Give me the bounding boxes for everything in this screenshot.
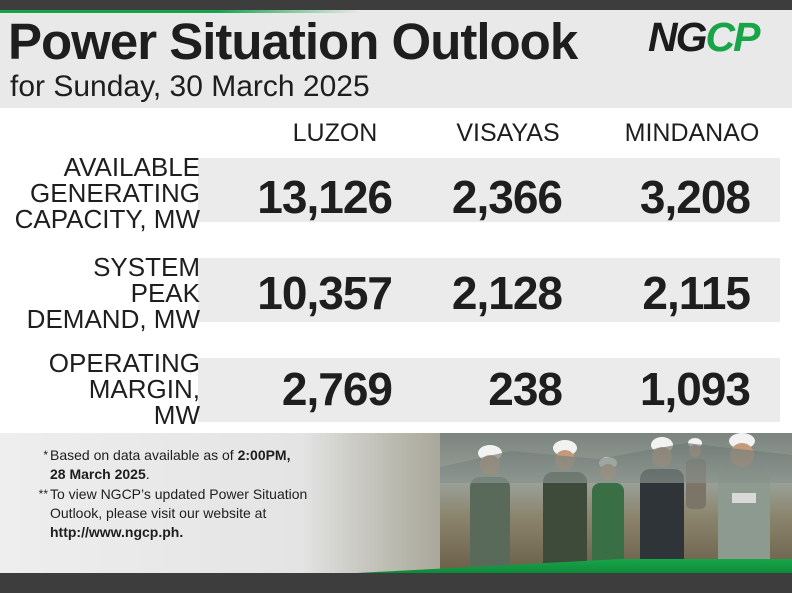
row-label-line: MARGIN, xyxy=(88,374,200,404)
value-mindanao-demand: 2,115 xyxy=(642,267,751,319)
footer-banner xyxy=(0,433,792,573)
footnote-period: . xyxy=(179,524,184,540)
value-visayas-margin: 238 xyxy=(488,363,563,415)
footnote-mark: ** xyxy=(38,487,48,501)
logo-text-ng: NG xyxy=(648,14,707,60)
column-header-mindanao: MINDANAO xyxy=(624,119,760,147)
row-band-operating-margin xyxy=(198,358,780,422)
footnotes: * Based on data available as of 2:00PM, … xyxy=(30,446,360,542)
footnote-text: To view NGCP’s updated Power Situation O… xyxy=(50,486,308,521)
row-band-peak-demand xyxy=(198,258,780,322)
bottom-bar xyxy=(0,573,792,593)
page-subtitle: for Sunday, 30 March 2025 xyxy=(10,70,370,103)
value-luzon-margin: 2,769 xyxy=(281,363,393,415)
page-title: Power Situation Outlook xyxy=(8,13,578,70)
value-visayas-demand: 2,128 xyxy=(451,267,563,319)
logo-text-cp: CP xyxy=(705,14,761,60)
row-label-line: CAPACITY, MW xyxy=(14,204,200,234)
value-mindanao-margin: 1,093 xyxy=(639,363,751,415)
column-header-visayas: VISAYAS xyxy=(456,119,560,147)
ngcp-logo: NGCP xyxy=(648,14,761,60)
row-label-line: OPERATING xyxy=(48,348,200,378)
website-link[interactable]: http://www.ngcp.ph xyxy=(50,524,180,540)
row-label-line: PEAK xyxy=(130,278,200,308)
row-label-line: GENERATING xyxy=(30,178,200,208)
value-luzon-demand: 10,357 xyxy=(257,267,393,319)
footnote-data-source: * Based on data available as of 2:00PM, … xyxy=(30,446,360,484)
row-label-available-capacity: AVAILABLE GENERATING CAPACITY, MW xyxy=(15,154,200,232)
row-band-available-capacity xyxy=(198,158,780,222)
row-label-line: MW xyxy=(153,400,200,430)
row-label-line: DEMAND, MW xyxy=(26,304,200,334)
footnote-text: Based on data available as of xyxy=(50,447,238,463)
footnote-period: . xyxy=(145,466,150,482)
row-label-line: AVAILABLE xyxy=(63,152,200,182)
top-accent-stripe xyxy=(0,10,360,13)
field-crew-photo xyxy=(440,433,792,573)
row-label-line: SYSTEM xyxy=(93,252,200,282)
footnote-website: ** To view NGCP’s updated Power Situatio… xyxy=(30,485,360,542)
value-luzon-capacity: 13,126 xyxy=(257,171,393,223)
top-bar xyxy=(0,0,792,10)
footnote-date: 28 March 2025 xyxy=(50,466,146,482)
value-visayas-capacity: 2,366 xyxy=(451,171,563,223)
footnote-time: 2:00PM, xyxy=(237,447,291,463)
header xyxy=(0,10,792,108)
row-label-peak-demand: SYSTEM PEAK DEMAND, MW xyxy=(27,254,200,332)
footnote-mark: * xyxy=(43,448,48,462)
column-header-luzon: LUZON xyxy=(292,119,378,147)
row-label-operating-margin: OPERATING MARGIN, MW xyxy=(49,350,200,428)
value-mindanao-capacity: 3,208 xyxy=(639,171,751,223)
